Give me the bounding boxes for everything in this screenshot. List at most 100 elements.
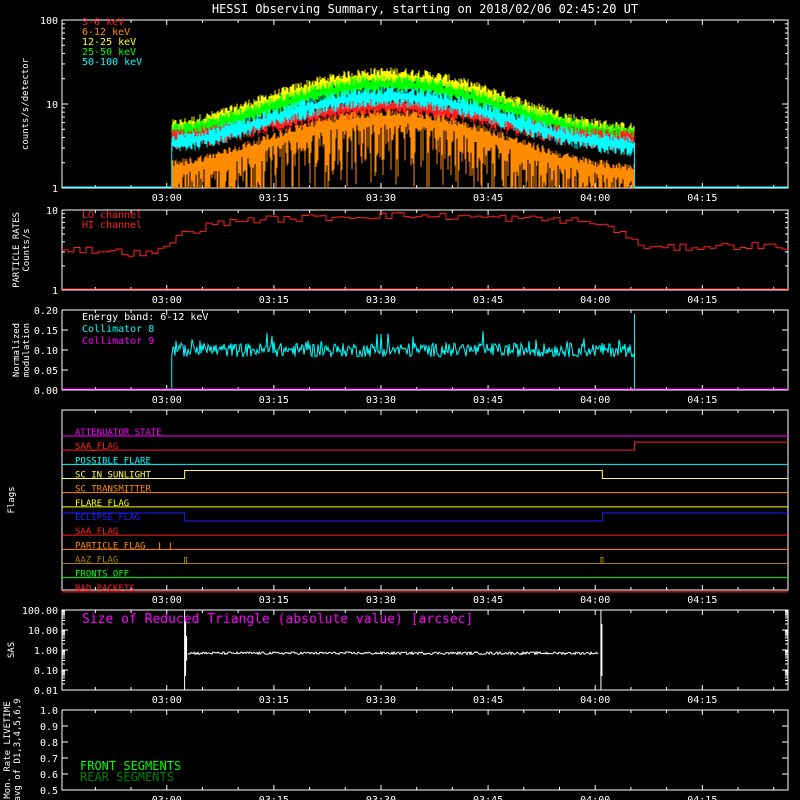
legend-50-100-keV: 50-100 keV: [82, 57, 142, 68]
legend-6-12-keV: 6-12 keV: [82, 27, 130, 38]
y-tick-label: 100.00: [22, 606, 58, 617]
y-axis-label: counts/s/detector: [21, 57, 31, 150]
x-tick-label: 03:30: [366, 695, 396, 706]
x-tick-label: 04:15: [687, 795, 717, 800]
x-tick-label: 03:45: [473, 795, 503, 800]
flag-label-ECLIPSE_FLAG: ECLIPSE_FLAG: [75, 513, 140, 523]
flag-label-ATTENUATOR-STATE: ATTENUATOR STATE: [75, 428, 162, 438]
legend-25-50-keV: 25-50 keV: [82, 47, 136, 58]
x-tick-label: 03:45: [473, 695, 503, 706]
y-axis-label: Mon. Rate LIVETIME: [3, 701, 13, 799]
sas-panel: 03:00 03:15 03:30 03:45 04:00 04:15 0.01 0.10 1.…: [7, 606, 789, 706]
flag-label-FRONTS-OFF: FRONTS OFF: [75, 570, 129, 580]
series-triangle: [187, 650, 599, 656]
y-tick-label: 0.5: [40, 786, 58, 797]
sas-spike-end: [600, 610, 603, 690]
y-tick-label: 10: [46, 206, 58, 217]
y-tick-label: 10.00: [28, 626, 58, 637]
x-tick-label: 03:15: [259, 193, 289, 204]
y-tick-label: 1.00: [34, 646, 58, 657]
count-rates-panel: 03:00 03:15 03:30 03:45 04:00 04:15 1 10 100 coun…: [21, 16, 789, 204]
x-tick-label: 03:15: [259, 295, 289, 306]
flag-label-POSSIBLE-FLARE: POSSIBLE FLARE: [75, 456, 151, 466]
flags-panel: 03:00 03:15 03:30 03:45 04:00 04:15 Flags ATTEN…: [7, 409, 789, 606]
flag-label-BAD-PACKETS: BAD PACKETS: [75, 584, 135, 594]
annotation: Energy band: 6-12 keV: [82, 312, 208, 323]
livetime-panel: 03:00 03:15 03:30 03:45 04:00 04:15 0.5 0.6 0.7 0…: [3, 699, 789, 800]
x-tick-label: 03:30: [366, 795, 396, 800]
y-tick-label: 0.05: [34, 366, 58, 377]
x-tick-label: 03:15: [259, 695, 289, 706]
legend-3-6-keV: 3-6 keV: [82, 17, 124, 28]
flag-label-PARTICLE-FLAG: PARTICLE FLAG: [75, 541, 145, 551]
y-tick-label: 0.15: [34, 326, 58, 337]
sas-spike-start: [184, 610, 188, 690]
x-tick-label: 03:45: [473, 295, 503, 306]
x-tick-label: 03:30: [366, 193, 396, 204]
y-tick-label: 0.00: [34, 386, 58, 397]
legend-FRONT-SEGMENTS: FRONT SEGMENTS: [80, 759, 181, 773]
y-axis-label-2: modulation: [22, 323, 32, 377]
y-axis-label: Flags: [7, 486, 17, 513]
x-tick-label: 04:00: [580, 695, 610, 706]
flag-line-SC-IN-SUNLIGHT: [62, 470, 788, 479]
x-tick-label: 03:45: [473, 395, 503, 406]
y-tick-label: 1.0: [40, 706, 58, 717]
x-tick-label: 03:15: [259, 795, 289, 800]
x-tick-label: 03:45: [473, 595, 503, 606]
flag-label-AAZ-FLAG: AAZ FLAG: [75, 556, 118, 566]
x-tick-label: 03:15: [259, 395, 289, 406]
x-tick-label: 03:15: [259, 595, 289, 606]
x-tick-label: 03:00: [152, 695, 182, 706]
y-tick-label: 0.10: [34, 666, 58, 677]
y-axis-label: SAS: [7, 642, 17, 658]
y-axis-label-2: avg of D1,3,4,5,6,9: [13, 699, 23, 800]
x-tick-label: 04:00: [580, 295, 610, 306]
x-tick-label: 03:30: [366, 295, 396, 306]
x-tick-label: 04:15: [687, 193, 717, 204]
x-tick-label: 04:15: [687, 395, 717, 406]
y-tick-label: 0.6: [40, 770, 58, 781]
legend-Collimator-8: Collimator 8: [82, 324, 154, 335]
series-LO-channel: [62, 212, 789, 257]
plot-title: HESSI Observing Summary, starting on 201…: [212, 2, 638, 16]
legend-Collimator-9: Collimator 9: [82, 336, 154, 347]
flag-line-SAA_FLAG: [62, 441, 788, 451]
legend-12-25-keV: 12-25 keV: [82, 37, 136, 48]
flag-label-SC-TRANSMITTER: SC TRANSMITTER: [75, 485, 151, 495]
legend-LO-channel: LO channel: [82, 210, 142, 221]
flag-line-AAZ-FLAG: [62, 557, 788, 564]
x-tick-label: 03:00: [152, 595, 182, 606]
flag-label-SAA-FLAG: SAA FLAG: [75, 527, 118, 537]
x-tick-label: 03:00: [152, 295, 182, 306]
y-axis-label-2: Counts/s: [22, 228, 32, 271]
series-Collimator-8: [171, 331, 635, 359]
x-tick-label: 04:15: [687, 295, 717, 306]
flag-label-FLARE-FLAG: FLARE FLAG: [75, 499, 129, 509]
livetime-frame: [61, 709, 789, 791]
flag-line-ECLIPSE_FLAG: [62, 512, 788, 522]
x-tick-label: 04:15: [687, 595, 717, 606]
y-tick-label: 1: [52, 184, 58, 195]
flag-label-SAA_FLAG: SAA_FLAG: [75, 442, 118, 452]
flags-frame: [61, 409, 789, 591]
y-axis-label: Normalized: [12, 323, 22, 377]
y-tick-label: 1: [52, 286, 58, 297]
x-tick-label: 04:00: [580, 193, 610, 204]
flag-line-PARTICLE-FLAG: [62, 542, 788, 550]
y-tick-label: 100: [40, 16, 58, 27]
annotation: Size of Reduced Triangle (absolute value…: [82, 612, 473, 627]
y-tick-label: 10: [46, 100, 58, 111]
x-tick-label: 03:00: [152, 193, 182, 204]
x-tick-label: 03:30: [366, 595, 396, 606]
legend-HI-channel: HI channel: [82, 220, 142, 231]
y-axis-label: PARTICLE RATES: [12, 212, 22, 288]
x-tick-label: 03:00: [152, 795, 182, 800]
y-tick-label: 0.01: [34, 686, 58, 697]
y-tick-label: 0.20: [34, 306, 58, 317]
y-tick-label: 0.9: [40, 722, 58, 733]
x-tick-label: 03:30: [366, 395, 396, 406]
x-tick-label: 04:00: [580, 795, 610, 800]
x-tick-label: 03:00: [152, 395, 182, 406]
